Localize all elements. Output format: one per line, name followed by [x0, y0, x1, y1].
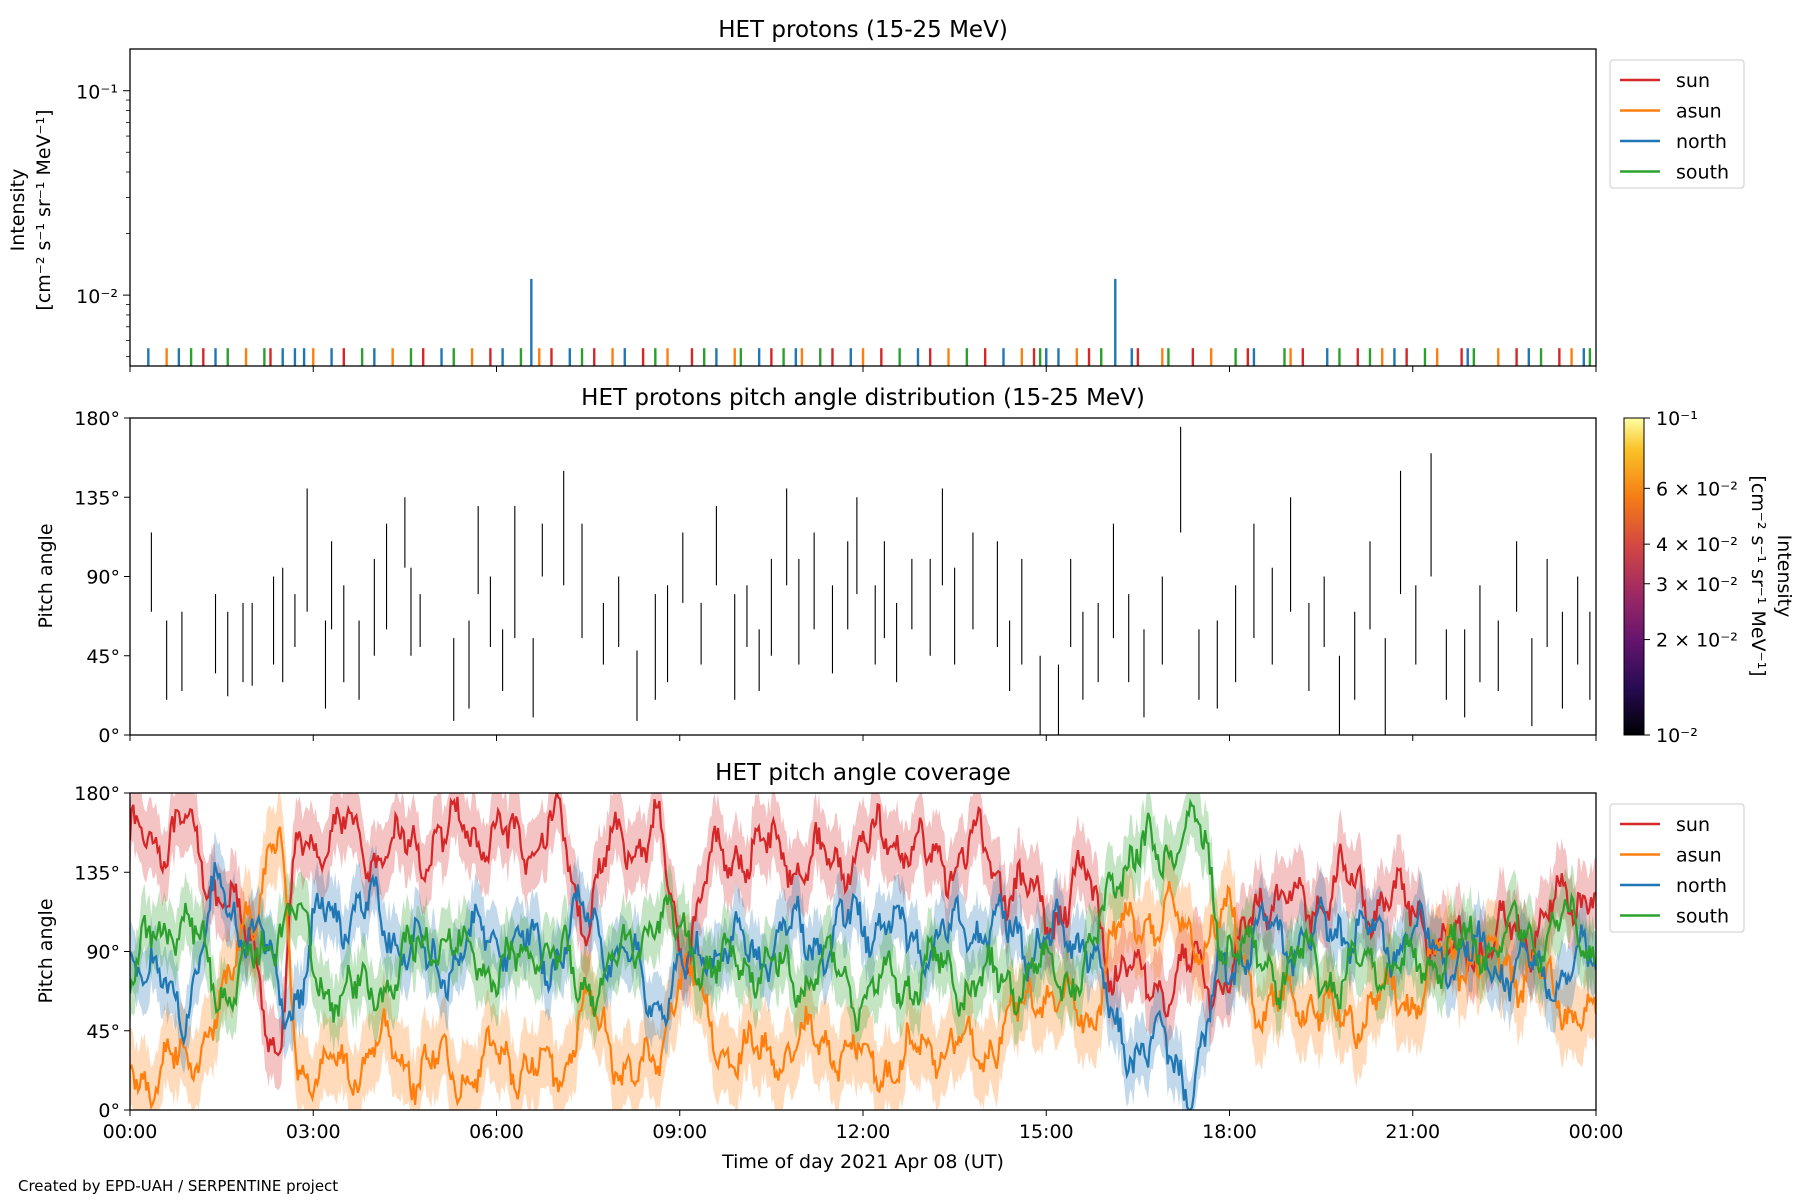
band-north: [130, 830, 1596, 1110]
x-tick-label: 00:00: [1569, 1121, 1624, 1143]
x-tick-label: 18:00: [1202, 1121, 1257, 1143]
y-tick-label: 135°: [74, 487, 120, 509]
x-tick-label: 09:00: [652, 1121, 707, 1143]
y-tick-label: 45°: [86, 1021, 120, 1043]
colorbar-tick-label: 10⁻¹: [1656, 408, 1698, 430]
x-tick-label: 00:00: [103, 1121, 158, 1143]
panel1-plot-area: [147, 278, 1592, 366]
colorbar-tick-label: 4 × 10⁻²: [1656, 534, 1738, 556]
x-tick-label: 03:00: [286, 1121, 341, 1143]
colorbar-tick-label: 2 × 10⁻²: [1656, 630, 1738, 652]
panel3-title: HET pitch angle coverage: [715, 760, 1011, 786]
x-tick-label: 15:00: [1019, 1121, 1074, 1143]
axes-frame: [129, 48, 1597, 367]
panel2-title: HET protons pitch angle distribution (15…: [581, 385, 1145, 411]
colorbar: 10⁻¹ 6 × 10⁻² 4 × 10⁻² 3 × 10⁻² 2 × 10⁻² 10⁻²…: [1623, 408, 1795, 747]
panel3-axes: 00:00 03:00 06:00 09:00 12:00 15:00 18:00 21:00…: [74, 783, 1623, 1143]
legend-box: [1609, 803, 1745, 933]
credit-footer: Created by EPD-UAH / SERPENTINE project: [18, 1177, 338, 1195]
y-tick-label: 180°: [74, 783, 120, 805]
legend-label-sun: sun: [1676, 70, 1710, 92]
colorbar-tick-label: 6 × 10⁻²: [1656, 478, 1738, 500]
y-tick-label: 0°: [98, 725, 120, 747]
legend-label-asun: asun: [1676, 845, 1722, 867]
panel3-legend: sun asun north south: [1609, 803, 1745, 933]
line-south: [130, 798, 1596, 1033]
colorbar-tick-label: 10⁻²: [1656, 725, 1698, 747]
panel2-plot-area: [150, 426, 1591, 735]
y-tick-label: 90°: [86, 567, 120, 589]
colorbar-label-line1: Intensity: [1773, 535, 1795, 618]
panel-intensity: HET protons (15-25 MeV) 10⁻² 10⁻¹ Intensi…: [7, 17, 1745, 372]
y-tick-label: 45°: [86, 646, 120, 668]
panel3-plot-area: [130, 793, 1596, 1110]
panel-pitch-angle-coverage: HET pitch angle coverage 00:00 03:00 06:00…: [35, 760, 1745, 1173]
panel1-ylabel-line2: [cm⁻² s⁻¹ sr⁻¹ MeV⁻¹]: [33, 109, 55, 310]
panel1-axes: 10⁻² 10⁻¹: [76, 48, 1597, 372]
y-tick-label: 90°: [86, 942, 120, 964]
band-sun: [130, 793, 1596, 1091]
panel1-title: HET protons (15-25 MeV): [718, 17, 1008, 43]
panel-pitch-angle-distribution: HET protons pitch angle distribution (15…: [35, 385, 1795, 747]
y-tick-label: 135°: [74, 862, 120, 884]
y-tick-label: 180°: [74, 408, 120, 430]
legend-label-north: north: [1676, 875, 1727, 897]
colorbar-gradient: [1623, 417, 1645, 736]
panel1-legend: sun asun north south: [1609, 59, 1745, 189]
y-tick-label: 10⁻¹: [76, 82, 118, 104]
line-asun: [130, 826, 1596, 1110]
x-tick-label: 12:00: [836, 1121, 891, 1143]
legend-label-north: north: [1676, 131, 1727, 153]
legend-box: [1609, 59, 1745, 189]
legend-label-south: south: [1676, 162, 1729, 184]
legend-label-sun: sun: [1676, 814, 1710, 836]
axes-frame: [129, 417, 1597, 736]
x-tick-label: 06:00: [469, 1121, 524, 1143]
legend-label-asun: asun: [1676, 101, 1722, 123]
panel1-ylabel-line1: Intensity: [7, 169, 29, 252]
colorbar-ticks: 10⁻¹ 6 × 10⁻² 4 × 10⁻² 3 × 10⁻² 2 × 10⁻² 10⁻²: [1644, 408, 1738, 747]
colorbar-label-line2: [cm⁻² s⁻¹ sr⁻¹ MeV⁻¹]: [1747, 475, 1769, 676]
panel2-axes: 0° 45° 90° 135° 180°: [74, 408, 1597, 747]
x-tick-label: 21:00: [1385, 1121, 1440, 1143]
legend-label-south: south: [1676, 906, 1729, 928]
band-asun: [130, 793, 1596, 1110]
panel3-ylabel: Pitch angle: [35, 898, 57, 1003]
x-axis-label: Time of day 2021 Apr 08 (UT): [721, 1151, 1004, 1173]
colorbar-tick-label: 3 × 10⁻²: [1656, 574, 1738, 596]
panel2-ylabel: Pitch angle: [35, 523, 57, 628]
line-sun: [130, 793, 1596, 1057]
y-tick-label: 0°: [98, 1100, 120, 1122]
y-tick-label: 10⁻²: [76, 286, 118, 308]
